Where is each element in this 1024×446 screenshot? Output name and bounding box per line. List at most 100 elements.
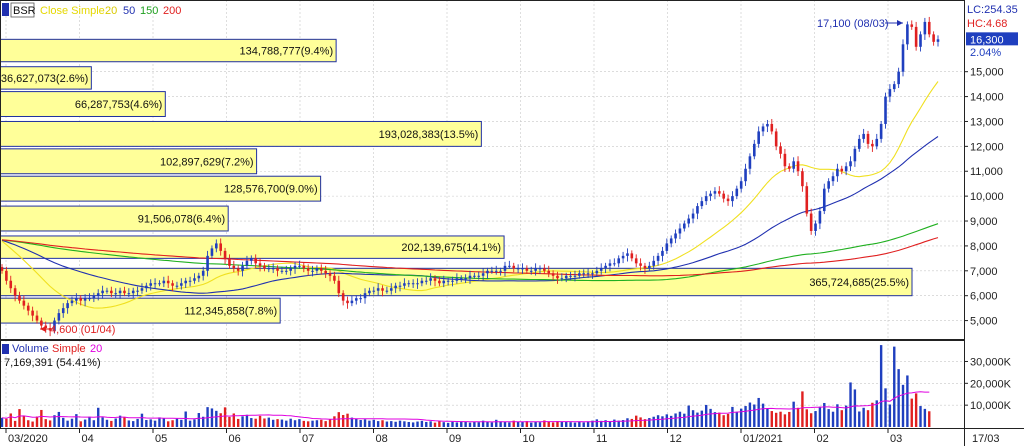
candle-body [932,34,935,42]
volume-bar [359,420,362,427]
candle-body [210,248,214,256]
ma200-legend: 200 [163,5,181,17]
volume-bar [569,422,572,427]
candle-body [801,171,804,187]
candlestick [398,281,402,292]
candle-body [923,21,927,35]
price-tick-label: 12,000 [970,141,1004,153]
candle-body [709,193,712,197]
candlestick [831,172,835,186]
candlestick [57,309,61,325]
volume-bar [53,415,56,427]
candlestick [862,128,865,143]
candlestick [691,208,695,224]
candlestick [61,303,65,318]
candle-body [403,283,406,286]
candle-body [875,138,879,147]
volume-bar [731,406,734,427]
candle-body [696,206,699,214]
candle-body [394,285,397,289]
time-tick-label: 12 [670,433,682,445]
volume-bars [0,345,931,427]
candle-body [639,263,642,266]
volume-bar [503,421,507,427]
candlestick [901,39,905,77]
candle-body [442,280,446,284]
price-tick-label: 7,000 [970,266,998,278]
candle-body [131,290,135,294]
candlestick [376,283,380,296]
candle-body [599,268,603,271]
volume-bar [88,416,91,427]
candle-body [188,280,192,282]
candlestick [892,81,896,93]
volume-bar [735,411,739,427]
candlestick [473,272,476,279]
candle-body [153,283,157,285]
volume-bar [350,417,354,427]
candlestick [547,265,551,278]
candlestick [446,277,450,286]
volume-profile-bar: 91,506,078(6.4%) [0,205,229,232]
ma-legend-label: Close Simple [40,5,105,17]
ma20-legend: 20 [105,5,117,17]
volume-bar [766,408,769,427]
volume-bar [48,420,52,427]
time-tick-label: 02 [817,433,829,445]
candlestick [875,133,879,150]
volume-bar [149,419,152,427]
volume-bar [201,416,205,427]
candlestick [866,130,870,149]
volume-bar [31,421,34,427]
candle-body [582,273,586,275]
volume-ma-period: 20 [90,343,102,355]
candle-body [416,283,419,285]
candlestick [490,266,494,274]
volume-legend-marker [2,344,9,354]
volume-bar [425,421,428,427]
candle-body [787,166,791,169]
volume-bar [153,420,157,427]
candlestick [5,266,8,285]
candle-body [92,295,96,299]
volume-bar [836,404,839,427]
last-price-box [966,32,1018,46]
candle-body [118,290,122,294]
candlestick [634,254,638,268]
volume-bar [534,421,537,427]
candle-body [901,44,905,72]
volume-bar [407,421,410,427]
volume-profile-bar: 36,627,073(2.6%) [0,66,92,90]
candlestick [118,287,122,299]
candle-body [494,270,498,272]
volume-bar [162,418,166,427]
volume-bar [578,421,581,427]
volume-bar [403,421,406,427]
volume-bar [302,420,305,427]
candlestick [13,285,17,302]
candlestick [604,262,607,274]
volume-profile-label: 112,345,858(7.8%) [184,306,277,318]
price-legend: BSR Close Simple 20 50 150 200 [2,2,181,18]
candlestick [110,286,113,298]
last-date-label: 17/03 [972,433,1000,445]
candle-body [0,267,4,271]
volume-bar [656,415,660,427]
candle-body [455,278,459,281]
volume-bar [363,419,367,427]
volume-bar [573,422,577,427]
candle-body [350,300,354,304]
candle-body [5,270,8,281]
candlestick [267,264,271,273]
volume-bar [258,415,262,427]
candle-body [857,138,861,149]
volume-bar [158,417,161,427]
candlestick [319,264,323,275]
candle-body [180,283,183,286]
volume-bar [674,413,677,427]
candlestick [512,262,516,273]
candle-body [844,166,848,172]
candlestick [477,271,481,280]
candle-body [805,186,809,214]
